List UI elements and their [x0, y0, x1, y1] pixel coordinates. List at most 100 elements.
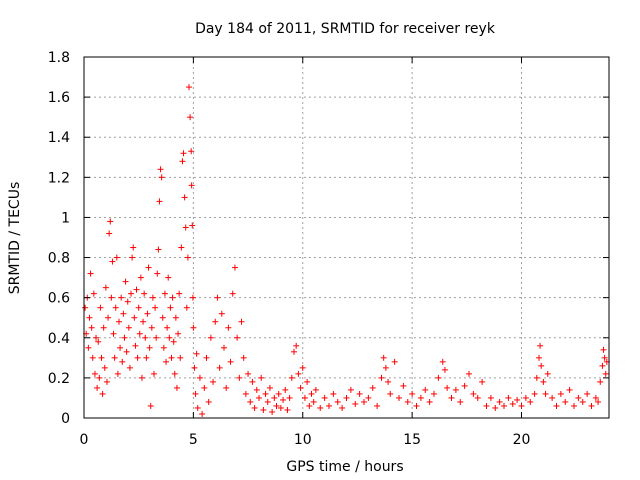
data-point — [145, 264, 152, 271]
data-point — [125, 324, 132, 331]
data-point — [155, 246, 162, 253]
data-point — [592, 394, 599, 401]
data-point — [141, 290, 148, 297]
data-point — [269, 408, 276, 415]
data-point — [143, 354, 150, 361]
data-point — [306, 402, 313, 409]
data-point — [273, 402, 280, 409]
data-point — [492, 404, 499, 411]
data-point — [251, 404, 258, 411]
data-point — [249, 378, 256, 385]
data-point — [400, 382, 407, 389]
data-point — [191, 364, 198, 371]
data-point — [87, 270, 94, 277]
data-point — [114, 370, 121, 377]
data-point — [275, 390, 282, 397]
data-point — [183, 304, 190, 311]
data-point — [308, 390, 315, 397]
data-point — [380, 354, 387, 361]
data-point — [116, 318, 122, 325]
data-point — [288, 374, 295, 381]
data-point — [452, 386, 459, 393]
data-point — [549, 394, 556, 401]
data-point — [133, 286, 140, 293]
x-axis-label: GPS time / hours — [286, 459, 403, 475]
data-point — [479, 378, 486, 385]
data-point — [192, 390, 199, 397]
data-point — [256, 394, 262, 401]
y-tick-label: 1.2 — [48, 170, 70, 186]
y-tick-label: 1.4 — [48, 130, 70, 146]
data-point — [299, 364, 306, 371]
data-point — [112, 304, 119, 311]
data-point — [431, 390, 437, 397]
data-point — [178, 244, 185, 251]
data-point — [210, 378, 217, 385]
data-point — [575, 394, 582, 401]
data-point — [260, 406, 267, 413]
data-point — [189, 222, 196, 229]
data-point — [531, 390, 538, 397]
data-point — [501, 402, 507, 409]
data-point — [158, 174, 165, 181]
data-point — [264, 398, 271, 405]
data-point — [533, 374, 540, 381]
data-point — [98, 354, 105, 361]
data-point — [343, 394, 350, 401]
data-point — [487, 394, 494, 401]
data-point — [110, 330, 117, 337]
data-point — [93, 334, 100, 341]
data-point — [132, 342, 139, 349]
data-point — [599, 362, 606, 369]
y-tick-label: 0.2 — [48, 371, 70, 387]
data-point — [417, 394, 424, 401]
data-point — [601, 354, 608, 361]
data-point — [253, 386, 260, 393]
y-tick-label: 1 — [61, 210, 70, 226]
data-point — [422, 386, 429, 393]
x-tick-label: 5 — [189, 432, 198, 448]
data-point — [163, 358, 170, 365]
data-point — [187, 114, 194, 121]
data-point — [312, 386, 319, 393]
data-point — [194, 404, 201, 411]
data-point — [188, 182, 195, 189]
data-point — [466, 370, 472, 377]
ticks-layer: 0 0.2 0.4 0.6 0.8 1 1.2 1.4 1.6 1.8 0 5 10 15 20 — [48, 50, 609, 448]
data-point — [97, 304, 104, 311]
data-point — [182, 224, 189, 231]
x-tick-label: 0 — [80, 432, 89, 448]
data-point — [602, 370, 609, 377]
x-tick-label: 20 — [513, 432, 531, 448]
data-point — [119, 358, 126, 365]
data-point — [522, 394, 529, 401]
y-tick-label: 0 — [61, 411, 70, 427]
data-point — [444, 384, 451, 391]
data-point — [387, 390, 394, 397]
data-point — [361, 398, 367, 405]
y-tick-label: 0.8 — [48, 251, 70, 267]
data-point — [571, 402, 577, 409]
data-point — [597, 378, 604, 385]
data-point — [138, 374, 145, 381]
data-point — [413, 402, 420, 409]
data-point — [188, 148, 195, 155]
data-point — [151, 370, 157, 377]
data-point — [118, 294, 125, 301]
data-point — [536, 354, 542, 361]
data-point — [441, 366, 448, 373]
data-point — [169, 294, 176, 301]
data-point — [262, 390, 269, 397]
data-point — [457, 398, 464, 405]
data-point — [297, 384, 304, 391]
data-point — [100, 324, 107, 331]
data-point — [149, 294, 156, 301]
data-point — [544, 370, 551, 377]
data-point — [304, 378, 311, 385]
data-point — [474, 394, 481, 401]
data-point — [588, 402, 595, 409]
data-point — [156, 198, 163, 205]
data-point — [107, 218, 114, 225]
data-point — [321, 394, 328, 401]
